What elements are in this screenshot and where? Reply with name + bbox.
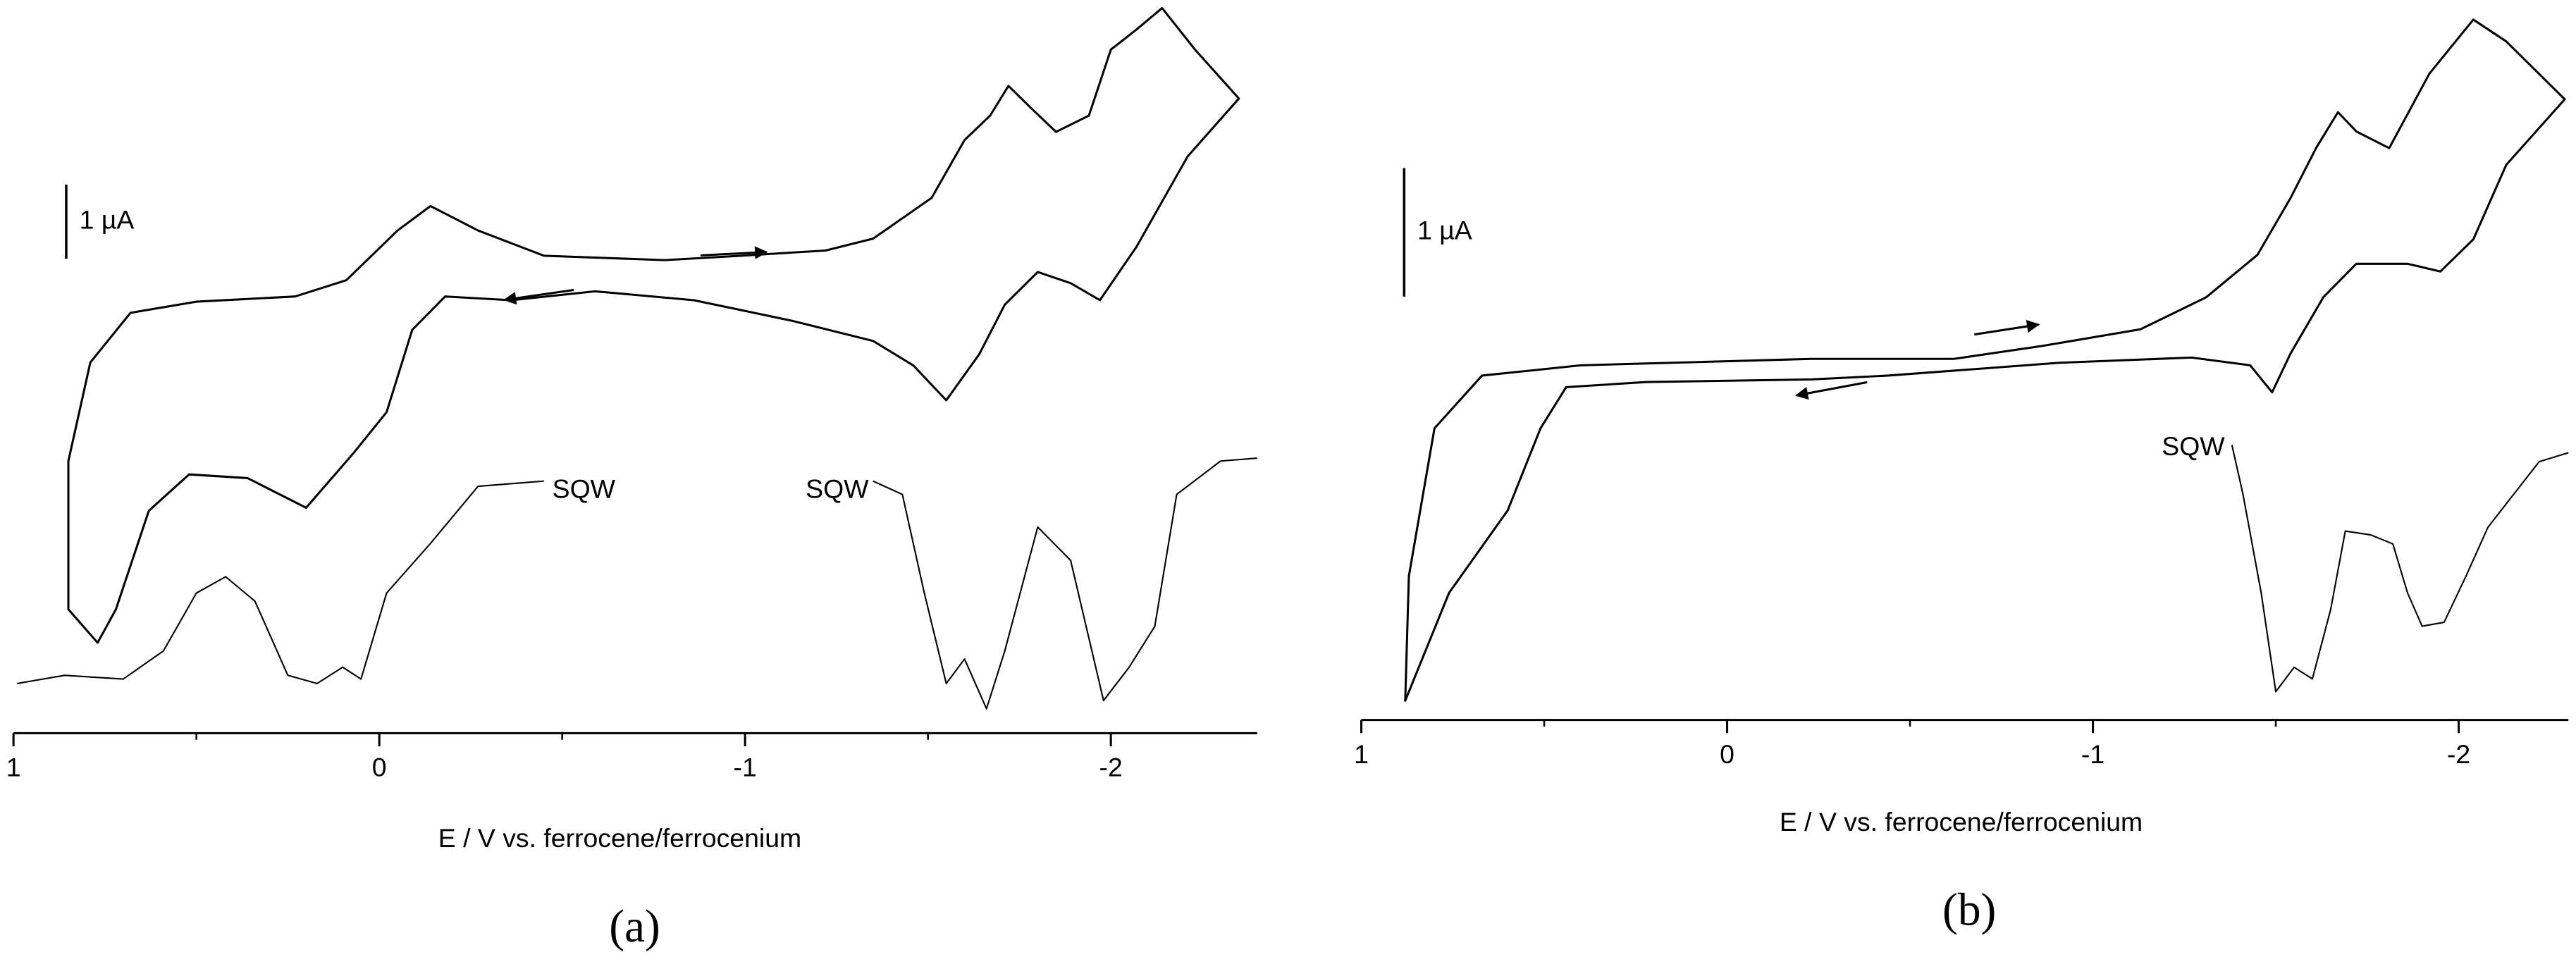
x-tick-label: 0 [1720, 739, 1734, 769]
arrow [700, 246, 768, 259]
sqw-curve [17, 480, 544, 684]
x-tick-label: 1 [1354, 739, 1369, 769]
curve-label: SQW [553, 474, 616, 504]
cv-curve [67, 6, 1240, 644]
scale-bar-label: 1 µA [80, 204, 135, 234]
panel-label: (b) [1942, 885, 1996, 936]
curve-label: SQW [806, 474, 869, 504]
x-tick-label: -2 [2447, 739, 2470, 769]
x-tick-label: 1 [6, 753, 21, 782]
sweep-arrows [503, 246, 2040, 400]
x-tick-label: 0 [372, 753, 387, 782]
panel-label: (a) [609, 901, 660, 952]
arrow [503, 288, 574, 305]
x-axis-label: E / V vs. ferrocene/ferrocenium [1780, 807, 2143, 837]
curve-label: SQW [2162, 431, 2225, 461]
arrow [1973, 320, 2040, 336]
cv-curve [1404, 18, 2566, 702]
scale-bar-label: 1 µA [1417, 216, 1472, 245]
x-tick-label: -1 [734, 753, 757, 782]
x-axis-label: E / V vs. ferrocene/ferrocenium [438, 823, 801, 853]
sqw-curve [873, 457, 1257, 710]
x-tick-label: -1 [2081, 739, 2104, 769]
sqw-curve [2231, 445, 2569, 693]
x-tick-label: -2 [1099, 753, 1123, 782]
arrow [1794, 381, 1868, 400]
